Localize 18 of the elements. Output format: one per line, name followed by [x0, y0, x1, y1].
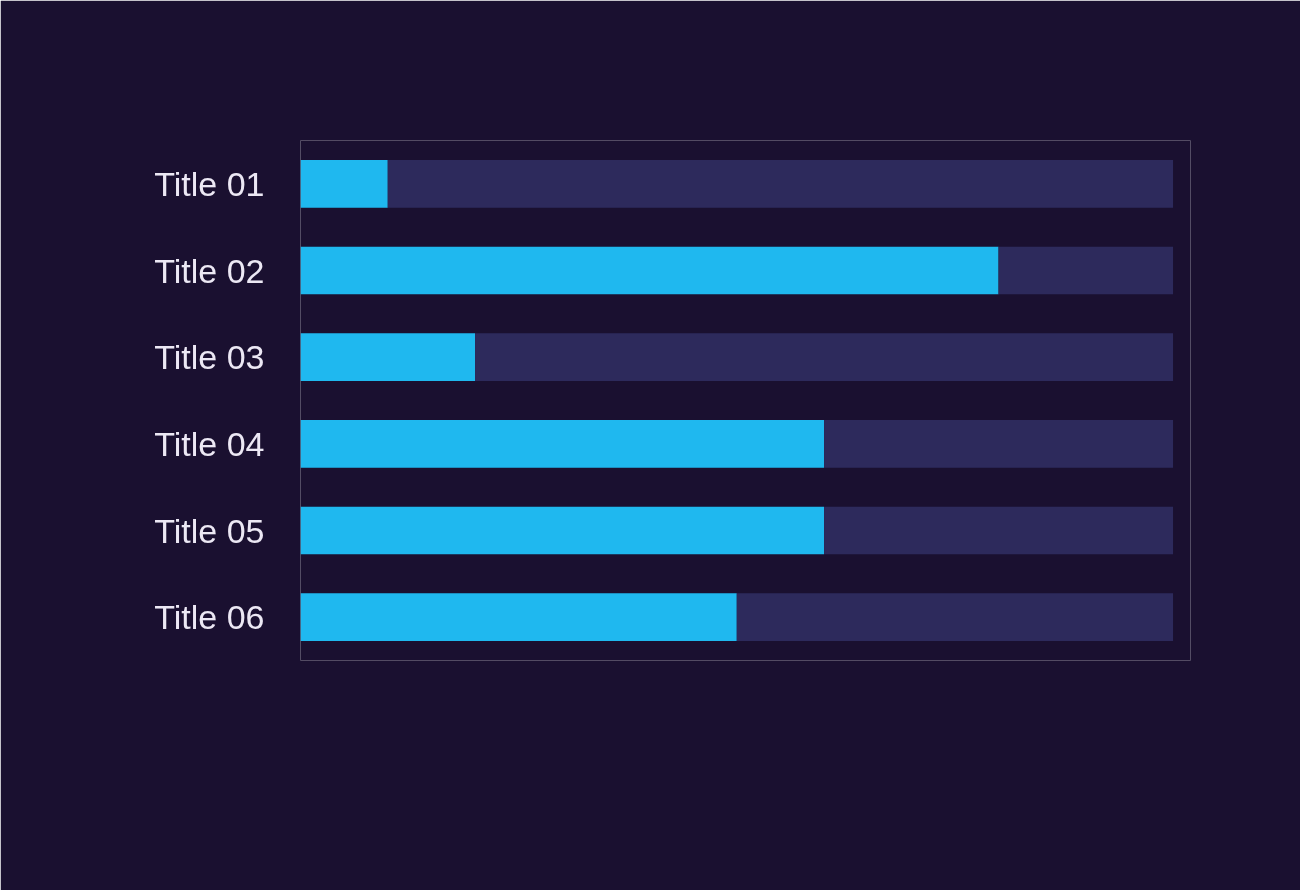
bar	[300, 246, 999, 295]
bar	[300, 333, 476, 381]
bar	[475, 333, 1174, 381]
y-tick-label: Title 03	[154, 338, 265, 377]
bar	[300, 420, 825, 468]
bar	[300, 506, 825, 555]
bar	[998, 246, 1174, 295]
y-tick-label: Title 06	[154, 598, 265, 637]
bar	[824, 506, 1174, 555]
bar	[300, 593, 737, 641]
bar	[824, 420, 1174, 468]
y-tick-label: Title 05	[154, 511, 265, 550]
y-tick-label: Title 01	[154, 164, 265, 203]
y-tick-label: Title 04	[154, 424, 265, 463]
bar	[387, 160, 1174, 208]
bar	[736, 593, 1174, 641]
y-tick-label: Title 02	[154, 251, 265, 290]
bar	[300, 160, 388, 208]
